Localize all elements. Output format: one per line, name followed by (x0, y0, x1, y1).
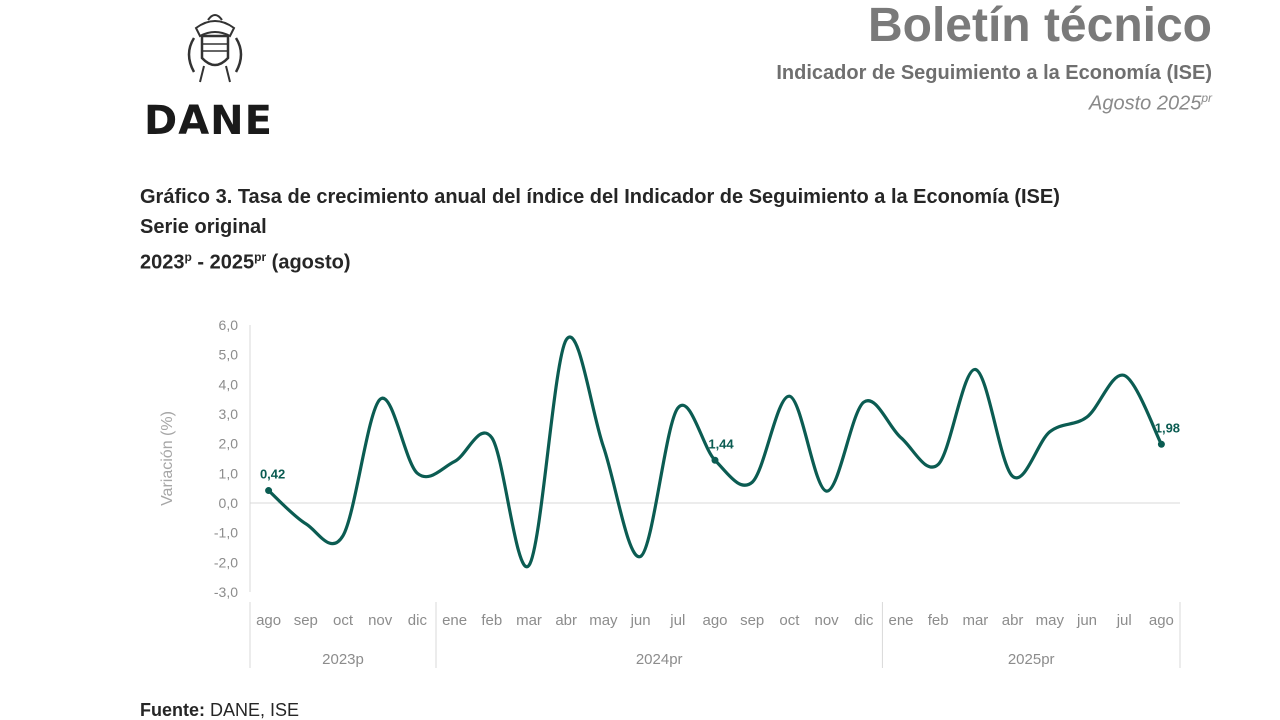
bulletin-date-text: Agosto 2025 (1089, 92, 1202, 115)
x-tick-label: abr (1002, 612, 1024, 629)
x-tick-label: oct (333, 612, 354, 629)
chart-heading: Gráfico 3. Tasa de crecimiento anual del… (140, 182, 1060, 278)
data-label: 0,42 (260, 467, 285, 482)
group-label: 2023p (322, 651, 364, 668)
data-point (711, 456, 719, 464)
bulletin-subtitle: Indicador de Seguimiento a la Economía (… (776, 62, 1212, 84)
y-tick-label: 1,0 (219, 465, 239, 481)
data-label: 1,98 (1155, 420, 1180, 435)
x-tick-label: sep (294, 612, 318, 629)
chart-heading-line1: Gráfico 3. Tasa de crecimiento anual del… (140, 186, 1060, 208)
y-tick-label: -2,0 (214, 554, 238, 570)
period-end-sup: pr (254, 250, 267, 264)
dane-logo: DANE (140, 6, 290, 144)
data-point (265, 487, 273, 495)
period-note: (agosto) (266, 251, 351, 274)
y-tick-label: 3,0 (219, 406, 239, 422)
x-tick-label: dic (854, 612, 874, 629)
chart-heading-line3: 2023p - 2025pr (agosto) (140, 242, 1060, 278)
data-point (1157, 440, 1165, 448)
x-tick-label: ene (442, 612, 467, 629)
x-tick-label: ago (1149, 612, 1174, 629)
x-tick-label: feb (481, 612, 502, 629)
x-tick-label: jul (1116, 612, 1132, 629)
bulletin-title: Boletín técnico (867, 0, 1212, 52)
x-tick-label: ene (888, 612, 913, 629)
x-tick-label: sep (740, 612, 764, 629)
x-tick-label: may (1036, 612, 1065, 629)
logo-wordmark: DANE (144, 98, 273, 144)
group-label: 2024pr (636, 651, 683, 668)
y-tick-label: -1,0 (214, 525, 238, 541)
x-tick-label: may (589, 612, 618, 629)
y-tick-label: -3,0 (214, 584, 238, 600)
period-end: - 2025 (191, 251, 255, 274)
x-tick-label: jun (630, 612, 651, 629)
series-line (267, 335, 1163, 569)
period-start: 2023 (140, 251, 185, 274)
x-tick-label: oct (779, 612, 800, 629)
chart-svg: -3,0 -2,0 -1,0 0,0 1,0 2,0 3,0 4,0 5,0 6,0 Variaci… (159, 317, 1181, 668)
y-tick-label: 5,0 (219, 347, 239, 363)
header: Boletín técnico Indicador de Seguimiento… (776, 0, 1212, 116)
y-axis-label: Variación (%) (159, 411, 176, 506)
x-tick-label: jul (669, 612, 685, 629)
x-tick-label: nov (368, 612, 393, 629)
x-tick-label: feb (928, 612, 949, 629)
x-tick-label: ago (256, 612, 281, 629)
x-tick-label: ago (702, 612, 727, 629)
y-tick-label: 6,0 (219, 317, 239, 333)
x-tick-label: abr (555, 612, 577, 629)
x-tick-label: dic (408, 612, 428, 629)
source-label: Fuente: (140, 700, 205, 720)
line-chart: -3,0 -2,0 -1,0 0,0 1,0 2,0 3,0 4,0 5,0 6,0 Variaci… (140, 300, 1200, 680)
source-text: DANE, ISE (205, 700, 300, 720)
x-tick-label: mar (962, 612, 988, 629)
coat-of-arms-icon (187, 14, 243, 83)
period-start-sup: p (184, 250, 192, 264)
x-tick-label: mar (516, 612, 542, 629)
y-tick-label: 2,0 (219, 436, 239, 452)
source-note: Fuente: DANE, ISE (140, 700, 299, 720)
bulletin-date: Agosto 2025pr (776, 91, 1212, 116)
y-tick-label: 4,0 (219, 376, 239, 392)
bulletin-date-sup: pr (1201, 91, 1212, 105)
x-tick-label: jun (1076, 612, 1097, 629)
chart-heading-line2: Serie original (140, 216, 267, 238)
group-label: 2025pr (1008, 651, 1055, 668)
data-label: 1,44 (708, 436, 734, 451)
x-tick-label: nov (815, 612, 840, 629)
y-tick-label: 0,0 (219, 495, 239, 511)
